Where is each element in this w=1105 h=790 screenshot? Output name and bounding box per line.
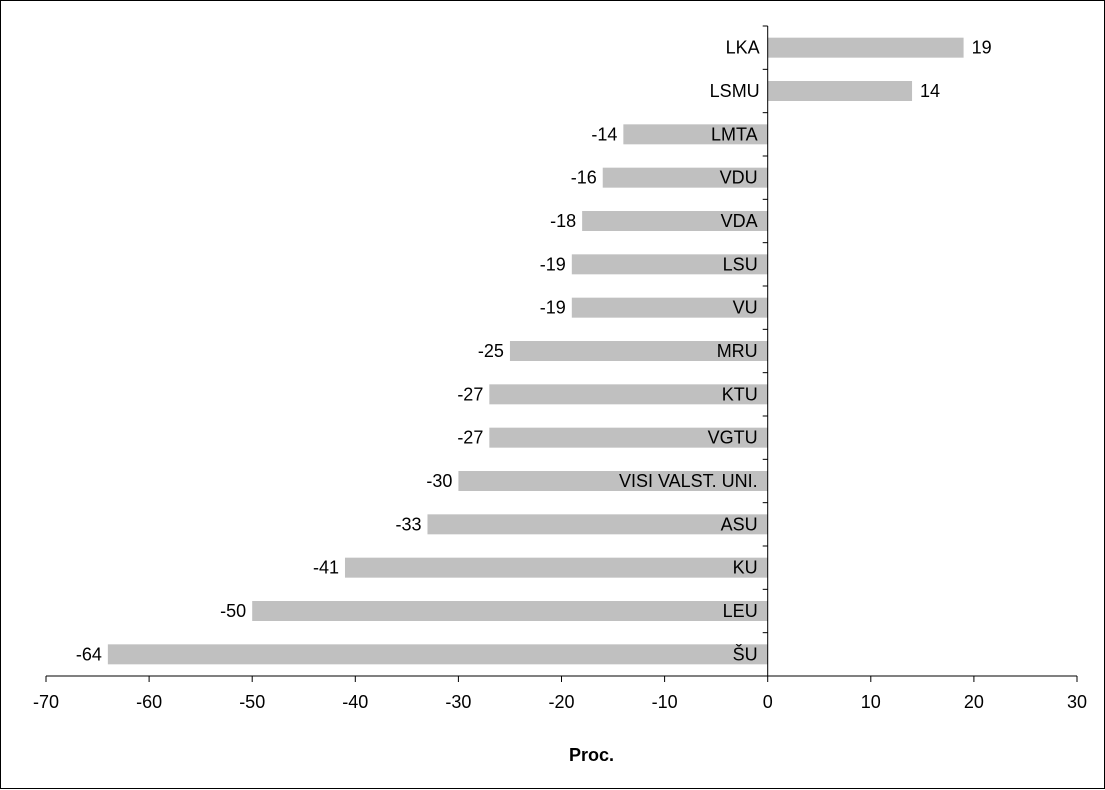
x-tick-label: 0 [763,692,773,712]
value-label: -27 [457,428,483,448]
bar [252,601,768,621]
category-label: KTU [722,384,758,404]
category-label: VDA [721,211,758,231]
value-label: -25 [478,341,504,361]
bars-layer [107,37,964,665]
value-label: -33 [395,514,421,534]
x-axis-title: Proc. [569,745,614,765]
category-label: LKA [726,38,760,58]
bar [427,514,768,535]
value-label: 19 [972,38,992,58]
axes-layer [45,25,1078,682]
bar [582,211,768,231]
x-tick-label: 30 [1067,692,1087,712]
bar [489,427,768,448]
x-tick-label: -10 [652,692,678,712]
bar [767,37,964,58]
bar [571,297,768,318]
bar [571,254,768,275]
labels-layer: LKA 19 LSMU 14 LMTA -14 VDU -16 VDA -18 LSU -19 VU -1… [33,38,1087,712]
x-tick-label: -20 [548,692,574,712]
category-label: LSMU [710,81,760,101]
bar [489,384,768,405]
x-tick-label: 10 [861,692,881,712]
category-label: LEU [723,601,758,621]
value-label: -50 [220,601,246,621]
bar [344,557,768,578]
bar [107,644,768,665]
value-label: -19 [540,254,566,274]
x-tick-label: -40 [342,692,368,712]
value-label: 14 [920,81,940,101]
category-label: VISI VALST. UNI. [619,471,758,491]
category-label: VGTU [708,428,758,448]
category-label: KU [733,558,758,578]
x-tick-label: -60 [136,692,162,712]
bar [602,167,768,188]
category-label: LSU [723,254,758,274]
x-tick-label: -50 [239,692,265,712]
value-label: -30 [426,471,452,491]
value-label: -14 [591,124,617,144]
value-label: -16 [571,168,597,188]
category-label: VU [733,298,758,318]
value-label: -27 [457,384,483,404]
value-label: -18 [550,211,576,231]
category-label: ŠU [733,643,758,664]
category-label: MRU [717,341,758,361]
value-label: -64 [76,644,102,664]
bar [509,341,768,361]
x-tick-label: 20 [964,692,984,712]
value-label: -41 [313,558,339,578]
category-label: VDU [720,168,758,188]
bar [767,81,913,101]
category-label: LMTA [711,124,758,144]
category-label: ASU [721,514,758,534]
value-label: -19 [540,298,566,318]
bar [623,124,768,145]
x-tick-label: -70 [33,692,59,712]
bar [458,471,768,491]
x-tick-label: -30 [445,692,471,712]
